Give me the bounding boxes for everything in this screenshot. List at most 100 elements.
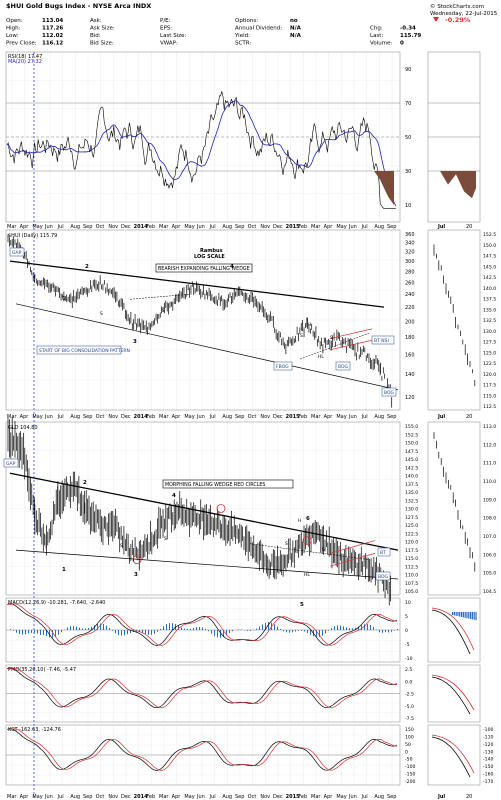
kst-right-tick: -140	[483, 757, 494, 763]
axis-bottom-tick: Dec	[121, 794, 131, 800]
macd-mini-hist-bar	[470, 612, 472, 619]
gld-right-tick: 110.0	[483, 479, 496, 485]
axis-hui-tick: Aug	[70, 414, 80, 420]
gld-bog-label-box	[375, 571, 391, 581]
rsi-label: RSI(18) 17.47	[8, 54, 42, 60]
header-value: N/A	[290, 33, 302, 39]
kst-signal-line	[7, 728, 398, 771]
macd-mini-frame	[427, 597, 481, 663]
axis-rsi-tick: Mar	[159, 224, 169, 230]
gld-y-tick: 140.0	[405, 474, 418, 480]
axis-hui-tick: May	[184, 414, 194, 420]
macd-hist-bar	[337, 625, 338, 630]
axis-bottom-tick: Sep	[387, 794, 396, 800]
gld-red-circle	[216, 504, 226, 513]
macd-mini-hist-bar	[459, 612, 461, 617]
hui-fbog-label-box	[273, 361, 293, 371]
axis-hui-tick: Jun	[196, 414, 205, 420]
macd-hist-bar	[223, 630, 224, 637]
macd-mini-hist-bar	[466, 612, 468, 619]
hui-red-channel	[329, 328, 373, 339]
kst-right-tick: -130	[483, 749, 494, 755]
axis-bottom-tick: Jul	[361, 794, 368, 800]
header-label: VWAP:	[160, 41, 178, 47]
header-label: Chg:	[370, 26, 383, 32]
header-value: 112.02	[42, 33, 63, 39]
rsi-y-tick: 50	[405, 135, 411, 141]
gld-label: GLD 104.80	[8, 425, 38, 431]
axis-hui-tick: Dec	[273, 414, 283, 420]
hui-wedge-top	[9, 260, 385, 308]
hui-wedge-label-box	[155, 263, 253, 273]
macd-hist-bar	[58, 630, 59, 635]
gld-bt-label: BT	[380, 550, 386, 556]
macd-hist-bar	[16, 630, 17, 633]
header-value: 115.79	[400, 33, 421, 39]
gld-hl: HL	[304, 572, 310, 578]
kst-right-tick: -150	[483, 764, 494, 770]
macd-hist-bar	[28, 630, 29, 634]
axis-bottom-tick: May	[336, 794, 346, 800]
gld-y-tick: 155.0	[405, 424, 418, 430]
rsi-oversold-fill-main	[374, 171, 394, 205]
macd-hist-bar	[154, 630, 155, 634]
kst-right-tick: -120	[483, 742, 494, 748]
gld-wedge-bottom	[15, 549, 399, 580]
axis-rsi-tick: Jun	[348, 224, 357, 230]
gld-red-channel	[329, 540, 376, 554]
gld-wave-n2: 2	[83, 480, 87, 486]
header-label: Ask:	[90, 18, 102, 24]
macd-hist-bar	[37, 630, 38, 634]
macd-hist-bar	[283, 630, 284, 632]
axis-bottom-tick: Aug	[374, 794, 384, 800]
axis-hui-tick: Nov	[108, 414, 118, 420]
macd-hist-bar	[100, 623, 101, 630]
macd-hist-bar	[229, 630, 230, 634]
macd-hist-bar	[220, 630, 221, 638]
gld-frame	[5, 421, 401, 596]
kst-right-tick: -160	[483, 772, 494, 778]
axis-rsi-tick: Oct	[248, 224, 257, 230]
hui-right-tick: 130.0	[483, 329, 496, 335]
header-label: Last Size:	[160, 33, 186, 39]
macd-hist-bar	[364, 624, 365, 630]
macd-mini-signal	[431, 607, 475, 651]
axis-rsi-tick: Dec	[121, 224, 131, 230]
macd-hist-bar	[196, 627, 197, 630]
axis-rsi-tick: Sep	[83, 224, 92, 230]
hui-right-tick: 112.5	[483, 404, 496, 410]
gld-y-tick: 127.5	[405, 515, 418, 521]
hui-right-tick: 145.0	[483, 264, 496, 270]
axis-bottom-tick: Mar	[7, 794, 17, 800]
macd-mini-hist-bar	[464, 612, 466, 618]
macd-hist-bar	[169, 623, 170, 630]
macd-hist-bar	[247, 630, 248, 631]
header-value: 117.26	[42, 26, 63, 32]
axis-bottom-tick: Nov	[108, 794, 118, 800]
gld-y-tick: 145.0	[405, 457, 418, 463]
axis-hui-tick: Jun	[44, 414, 53, 420]
macd-hist-bar	[256, 628, 257, 630]
hui-y-tick: 240	[405, 292, 415, 298]
axis-rsi-tick: Mar	[311, 224, 321, 230]
axis-bottom-tick: May	[32, 794, 42, 800]
macd-hist-bar	[316, 630, 317, 638]
macd-hist-bar	[157, 630, 158, 632]
macd-hist-bar	[397, 629, 398, 630]
gld-right-tick: 106.0	[483, 552, 496, 558]
axis-hui-tick: Mar	[311, 414, 321, 420]
hui-y-tick: 220	[405, 305, 415, 311]
hui-y-tick: 120	[405, 395, 415, 401]
hui-right-tick: 137.5	[483, 297, 496, 303]
rsi-y-tick: 10	[405, 203, 411, 209]
gld-shoulder: S	[120, 543, 123, 549]
macd-hist-bar	[85, 628, 86, 630]
pmo-line	[6, 667, 398, 709]
hui-right-tick: 150.0	[483, 243, 496, 249]
macd-hist-bar	[88, 627, 89, 630]
pmo-y-tick: -5.0	[405, 704, 414, 710]
axis-bottom-tick: Oct	[248, 794, 257, 800]
macd-hist-bar	[289, 630, 290, 633]
gld-right-tick: 111.0	[483, 461, 496, 467]
header-value: no	[290, 18, 298, 24]
